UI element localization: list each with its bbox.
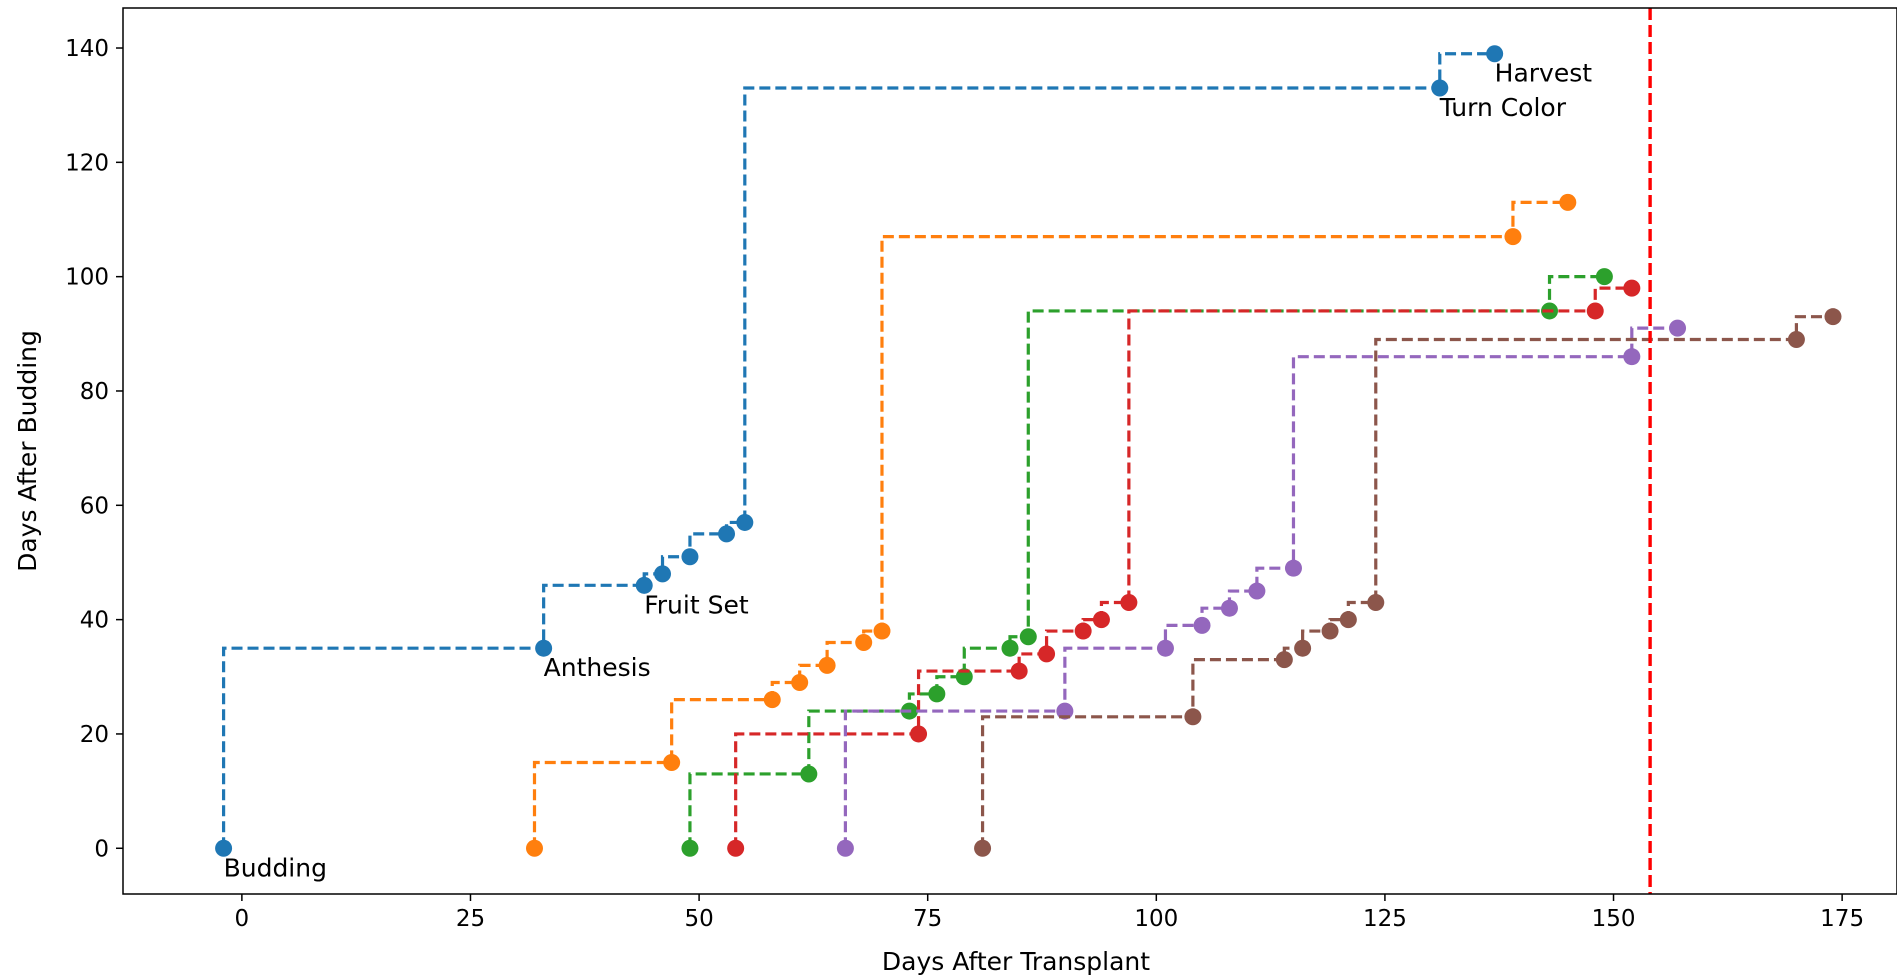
- series-4-point: [1120, 593, 1138, 611]
- series-3-point: [681, 839, 699, 857]
- series-2-point: [1504, 228, 1522, 246]
- x-tick-label: 50: [684, 906, 713, 932]
- plot-area: Budding Anthesis Fruit Set Turn Color Harves…: [215, 8, 1842, 894]
- series-4-line: [734, 286, 1632, 849]
- series-4-point: [1038, 645, 1056, 663]
- series-5-point: [1156, 639, 1174, 657]
- series-1-point: [654, 565, 672, 583]
- series-5-point: [1248, 582, 1266, 600]
- y-tick-label: 40: [80, 608, 109, 634]
- x-tick-label: 25: [456, 906, 485, 932]
- series-4-point: [1092, 611, 1110, 629]
- series-5-point: [1220, 599, 1238, 617]
- series-2-point: [791, 674, 809, 692]
- series-2-point: [855, 633, 873, 651]
- y-tick-label: 100: [65, 265, 109, 291]
- series-1-point: [215, 839, 233, 857]
- stage-annotation: Budding: [224, 853, 327, 882]
- series-6-point: [1294, 639, 1312, 657]
- series-1-point: [736, 513, 754, 531]
- series-4-point: [1010, 662, 1028, 680]
- y-axis-label: Days After Budding: [13, 330, 42, 572]
- x-tick-label: 0: [235, 906, 250, 932]
- series-5-point: [1193, 616, 1211, 634]
- series-6-point: [1275, 651, 1293, 669]
- series-2-point: [818, 656, 836, 674]
- series-2-point: [525, 839, 543, 857]
- x-tick-label: 100: [1134, 906, 1178, 932]
- series-3-point: [1019, 628, 1037, 646]
- stage-annotation: Turn Color: [1439, 93, 1567, 122]
- series-2-point: [873, 622, 891, 640]
- series-6-line: [980, 315, 1833, 849]
- stage-annotation: Anthesis: [544, 653, 651, 682]
- series-1-point: [635, 576, 653, 594]
- series-5-point: [1284, 559, 1302, 577]
- series-2-point: [1559, 193, 1577, 211]
- y-tick-label: 140: [65, 36, 109, 62]
- series-6-point: [1367, 593, 1385, 611]
- axis-ticks: 0 25 50 75 100 125 150 175 0 20 40 60 80 100 120 140: [65, 36, 1864, 932]
- y-tick-label: 0: [94, 836, 109, 862]
- series-1-point: [1431, 79, 1449, 97]
- series-1-point: [535, 639, 553, 657]
- series-3-point: [928, 685, 946, 703]
- series-3-point: [1001, 639, 1019, 657]
- stage-annotation: Harvest: [1495, 59, 1593, 88]
- series-3-line: [688, 275, 1605, 849]
- series-6-point: [974, 839, 992, 857]
- y-tick-label: 60: [80, 493, 109, 519]
- series-5-point: [1623, 348, 1641, 366]
- series-2-line: [532, 200, 1568, 849]
- series-6-point: [1339, 611, 1357, 629]
- x-tick-label: 150: [1592, 906, 1636, 932]
- y-tick-label: 80: [80, 379, 109, 405]
- series-1-line: [221, 52, 1495, 849]
- series-6-point: [1787, 331, 1805, 349]
- series-1-point: [718, 525, 736, 543]
- y-tick-label: 120: [65, 150, 109, 176]
- series-1-point: [681, 548, 699, 566]
- series-6-point: [1321, 622, 1339, 640]
- series-4-point: [1623, 279, 1641, 297]
- stage-annotation: Fruit Set: [644, 590, 749, 619]
- axes-frame: [122, 7, 1897, 895]
- series-4-point: [1074, 622, 1092, 640]
- series-2-point: [663, 754, 681, 772]
- series-6-point: [1824, 308, 1842, 326]
- series-1-point: [1486, 45, 1504, 63]
- series-4-point: [910, 725, 928, 743]
- series-3-point: [1595, 268, 1613, 286]
- x-tick-label: 75: [913, 906, 942, 932]
- series-5-point: [1669, 319, 1687, 337]
- y-tick-label: 20: [80, 722, 109, 748]
- series-2-point: [763, 691, 781, 709]
- x-axis-label: Days After Transplant: [882, 947, 1150, 976]
- series-4-point: [727, 839, 745, 857]
- series-6-point: [1184, 708, 1202, 726]
- series-3-point: [800, 765, 818, 783]
- x-tick-label: 175: [1820, 906, 1864, 932]
- x-tick-label: 125: [1363, 906, 1407, 932]
- series-5-point: [836, 839, 854, 857]
- series-4-point: [1586, 302, 1604, 320]
